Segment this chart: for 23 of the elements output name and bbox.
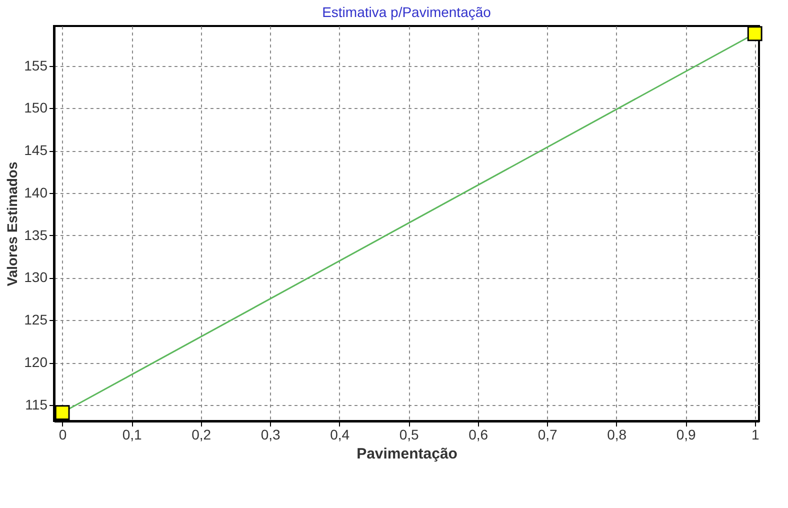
y-tick-label: 145 — [24, 142, 48, 158]
y-tick-label: 135 — [24, 226, 48, 243]
y-tick-label: 120 — [24, 354, 48, 370]
chart-title: Estimativa p/Pavimentação — [322, 4, 492, 20]
x-tick-label: 0,9 — [676, 426, 696, 442]
x-tick-label: 0,8 — [607, 426, 627, 442]
y-axis-title: Valores Estimados — [4, 162, 20, 286]
y-tick-label: 150 — [24, 100, 48, 116]
x-tick-label: 0,6 — [468, 426, 488, 442]
x-axis-title: Pavimentação — [356, 446, 458, 462]
x-tick-label: 0,5 — [399, 426, 420, 442]
y-tick-label: 115 — [25, 396, 48, 412]
y-tick-label: 140 — [24, 184, 48, 200]
x-tick-label: 0,7 — [538, 426, 558, 442]
x-tick-label: 0,3 — [260, 426, 281, 442]
x-tick-label: 0,1 — [122, 426, 142, 442]
x-tick-label: 0,4 — [330, 426, 350, 442]
y-tick-label: 155 — [24, 57, 48, 74]
y-tick-label: 130 — [24, 269, 48, 286]
x-tick-label: 1 — [751, 426, 760, 442]
y-tick-label: 125 — [24, 312, 48, 328]
x-tick-label: 0,2 — [192, 426, 212, 442]
x-tick-label: 0 — [58, 426, 67, 442]
